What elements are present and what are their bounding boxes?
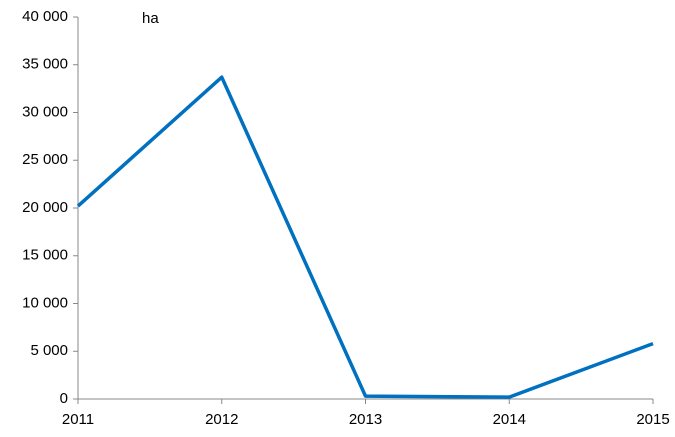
- y-tick-label: 15 000: [22, 247, 68, 264]
- x-tick-label: 2012: [205, 411, 238, 428]
- y-tick-label: 25 000: [22, 151, 68, 168]
- unit-annotation: ha: [142, 10, 159, 27]
- x-tick-label: 2013: [349, 411, 382, 428]
- x-tick-label: 2015: [636, 411, 669, 428]
- y-tick-label: 35 000: [22, 56, 68, 73]
- data-line: [76, 75, 654, 399]
- x-tick-label: 2014: [493, 411, 526, 428]
- y-tick-label: 40 000: [22, 8, 68, 25]
- y-tick-label: 0: [60, 390, 68, 407]
- y-tick-label: 30 000: [22, 103, 68, 120]
- x-tick-label: 2011: [62, 411, 94, 428]
- y-tick-label: 20 000: [22, 199, 68, 216]
- y-tick-label: 5 000: [30, 342, 68, 359]
- y-tick-label: 10 000: [22, 294, 68, 311]
